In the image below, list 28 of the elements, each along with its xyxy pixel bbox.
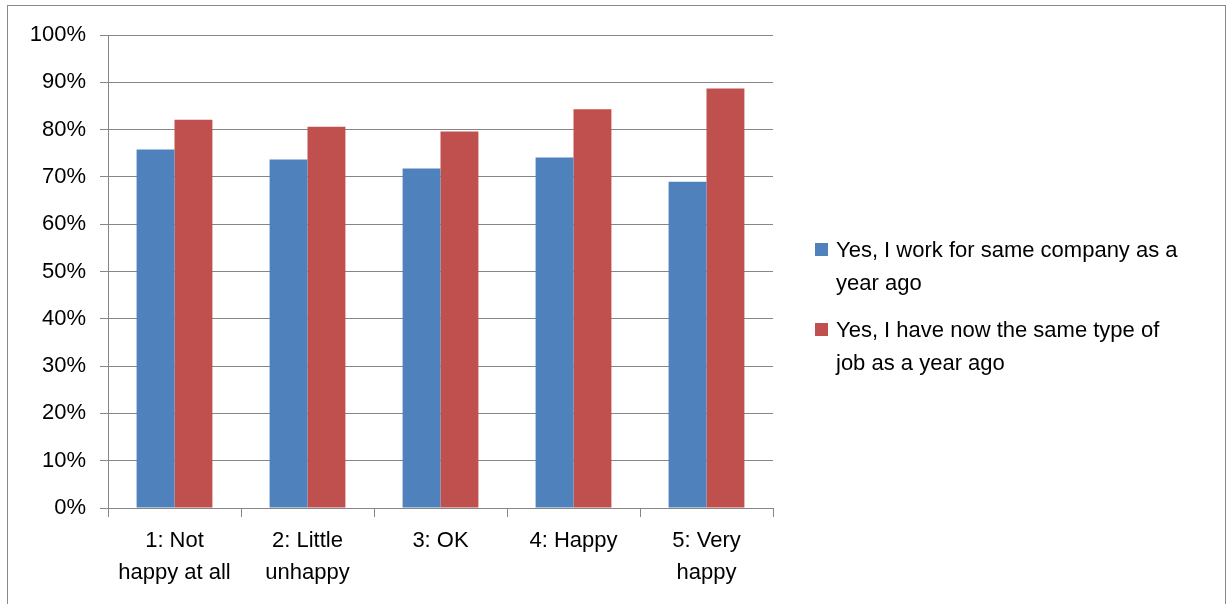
x-tick-label: 2: Little unhappy [265, 527, 350, 584]
bar [706, 88, 745, 508]
x-tick-label: 1: Not happy at all [118, 527, 231, 584]
y-tick-label: 0% [54, 494, 86, 520]
y-tick-label: 20% [41, 399, 86, 425]
y-tick-label: 10% [41, 446, 86, 472]
y-tick-label: 50% [41, 257, 86, 283]
bar [668, 181, 707, 508]
y-tick-label: 30% [41, 352, 86, 378]
y-tick-label: 70% [41, 162, 86, 188]
x-tick-label: 4: Happy [529, 527, 618, 553]
bar [573, 109, 612, 508]
y-tick-label: 100% [29, 21, 86, 47]
bar [307, 126, 346, 508]
x-tick-label: 5: Very happy [672, 527, 741, 584]
y-tick-label: 90% [41, 68, 86, 94]
legend-label: Yes, I have now the same type of job as a year ago [836, 316, 1161, 377]
bar [535, 157, 574, 508]
bar [174, 119, 213, 508]
y-tick-label: 60% [41, 210, 86, 236]
y-tick-label: 40% [41, 304, 86, 330]
legend-label: Yes, I work for same company as a year ago [836, 236, 1179, 297]
y-tick-label: 80% [41, 115, 86, 141]
bar [402, 168, 441, 508]
bar [269, 159, 308, 508]
bar [136, 149, 175, 508]
bar [440, 131, 479, 508]
x-tick-label: 3: OK [412, 527, 469, 553]
